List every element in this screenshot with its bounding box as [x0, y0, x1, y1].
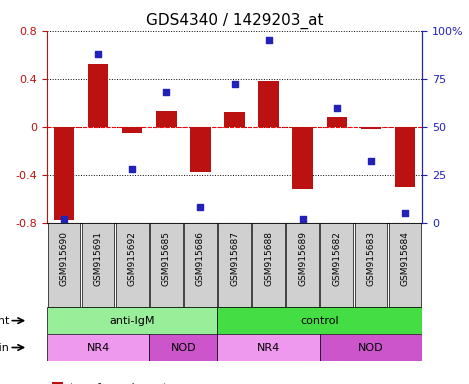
Bar	[326, 117, 347, 127]
Text: GSM915690: GSM915690	[60, 231, 68, 286]
FancyBboxPatch shape	[47, 223, 80, 307]
Point	[265, 37, 272, 43]
Point	[163, 89, 170, 95]
Bar	[156, 111, 176, 127]
Text: GSM915684: GSM915684	[401, 231, 409, 286]
Bar	[361, 127, 381, 129]
FancyBboxPatch shape	[47, 334, 149, 361]
Text: GSM915688: GSM915688	[264, 231, 273, 286]
Text: GSM915692: GSM915692	[128, 231, 136, 286]
FancyBboxPatch shape	[150, 223, 182, 307]
Text: GSM915689: GSM915689	[298, 231, 307, 286]
Text: NOD: NOD	[171, 343, 196, 353]
Title: GDS4340 / 1429203_at: GDS4340 / 1429203_at	[146, 13, 323, 29]
Text: transformed count: transformed count	[70, 383, 167, 384]
FancyBboxPatch shape	[389, 223, 422, 307]
Text: agent: agent	[0, 316, 9, 326]
Bar	[224, 113, 245, 127]
Text: GSM915686: GSM915686	[196, 231, 205, 286]
Bar	[258, 81, 279, 127]
FancyBboxPatch shape	[320, 223, 353, 307]
FancyBboxPatch shape	[252, 223, 285, 307]
Bar	[190, 127, 211, 172]
Text: strain: strain	[0, 343, 9, 353]
FancyBboxPatch shape	[355, 223, 387, 307]
Text: GSM915691: GSM915691	[93, 231, 103, 286]
Text: GSM915687: GSM915687	[230, 231, 239, 286]
Bar	[395, 127, 415, 187]
FancyBboxPatch shape	[184, 223, 217, 307]
FancyBboxPatch shape	[47, 307, 218, 334]
FancyBboxPatch shape	[218, 334, 320, 361]
Text: GSM915683: GSM915683	[366, 231, 376, 286]
Point	[299, 216, 306, 222]
Text: anti-IgM: anti-IgM	[109, 316, 155, 326]
Point	[333, 104, 340, 111]
FancyBboxPatch shape	[320, 334, 422, 361]
FancyBboxPatch shape	[287, 223, 319, 307]
Bar	[293, 127, 313, 189]
Text: control: control	[301, 316, 339, 326]
FancyBboxPatch shape	[149, 334, 218, 361]
Bar	[88, 65, 108, 127]
FancyBboxPatch shape	[218, 307, 422, 334]
Point	[231, 81, 238, 88]
Point	[60, 216, 68, 222]
FancyBboxPatch shape	[218, 223, 251, 307]
Point	[129, 166, 136, 172]
Bar	[54, 127, 74, 220]
Text: GSM915682: GSM915682	[333, 231, 341, 286]
Bar	[122, 127, 143, 133]
FancyBboxPatch shape	[116, 223, 149, 307]
Point	[401, 210, 409, 216]
FancyBboxPatch shape	[82, 223, 114, 307]
Text: GSM915685: GSM915685	[162, 231, 171, 286]
Point	[367, 158, 375, 164]
Point	[197, 204, 204, 210]
Text: NR4: NR4	[86, 343, 110, 353]
Text: NOD: NOD	[358, 343, 384, 353]
Text: NR4: NR4	[257, 343, 280, 353]
Point	[94, 51, 102, 57]
